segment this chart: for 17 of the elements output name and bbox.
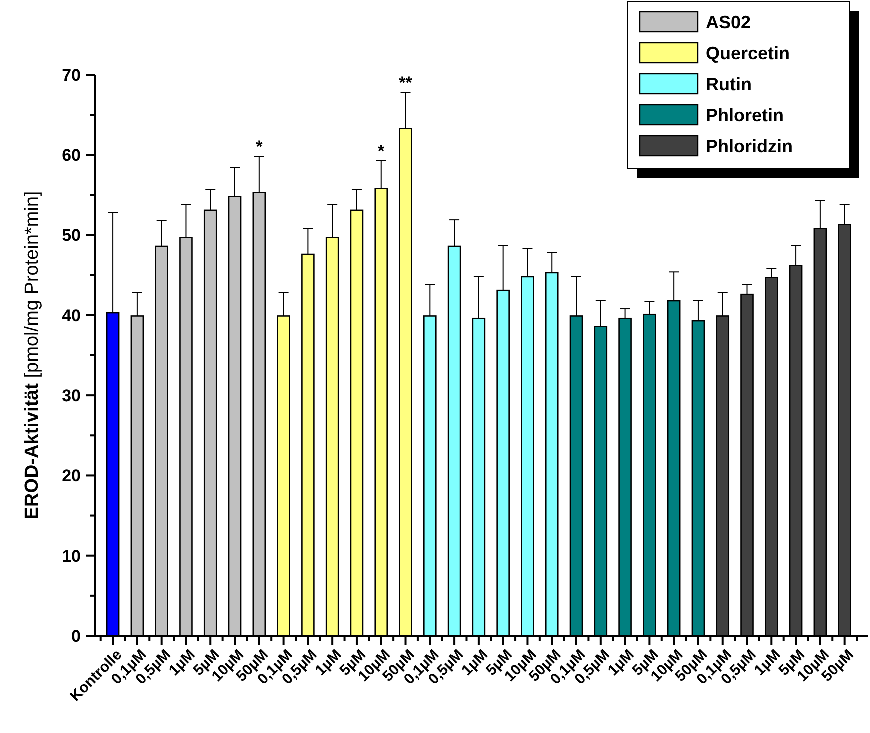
legend-label: Quercetin (706, 43, 790, 64)
y-tick-label: 30 (62, 386, 81, 406)
y-tick-label: 50 (62, 226, 81, 246)
legend-label: Rutin (706, 74, 752, 94)
y-tick-label: 20 (62, 466, 81, 486)
legend-label: Phloridzin (706, 136, 793, 156)
data-label: * (378, 142, 386, 161)
y-axis-title: EROD-Aktivität [pmol/mg Protein*min] (22, 191, 43, 520)
data-label: ** (399, 74, 413, 93)
y-tick-label: 60 (62, 146, 81, 166)
y-tick-label: 40 (62, 306, 81, 326)
legend-label: AS02 (706, 12, 752, 32)
data-label: * (256, 138, 264, 157)
y-tick-label: 10 (62, 546, 81, 566)
legend-label: Phloretin (706, 105, 784, 126)
y-tick-label: 0 (72, 626, 81, 646)
y-tick-label: 70 (62, 66, 81, 85)
